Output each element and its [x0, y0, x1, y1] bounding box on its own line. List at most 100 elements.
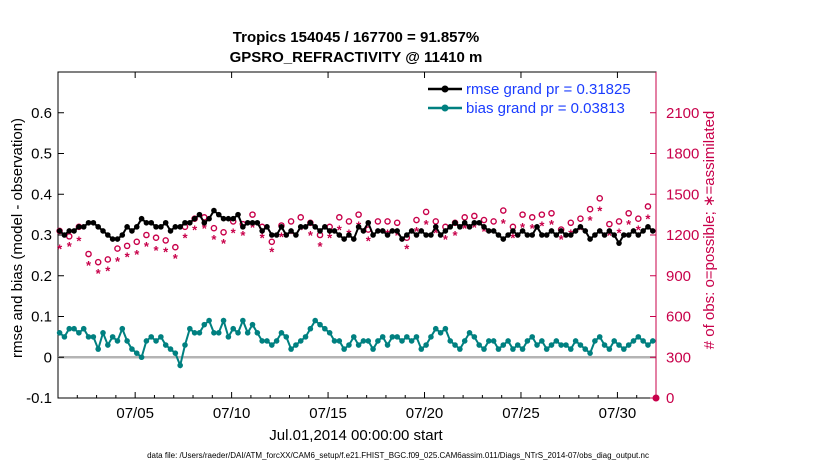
rmse-point [379, 228, 386, 234]
bias-point [158, 334, 164, 340]
x-tick-label: 07/30 [599, 405, 637, 422]
bias-point [215, 330, 222, 336]
rmse-point [539, 232, 545, 238]
bias-point [432, 325, 439, 332]
x-tick-label: 07/15 [309, 405, 347, 422]
y-tick-label: 0 [44, 349, 52, 366]
obs-assimilated-point: * [269, 244, 275, 259]
obs-possible-point [210, 224, 218, 232]
rmse-point [457, 224, 463, 230]
obs-possible-point [471, 212, 478, 220]
bias-point [558, 342, 564, 348]
obs-possible-point [384, 218, 391, 225]
rmse-point [240, 224, 246, 230]
obs-possible-point [432, 218, 440, 225]
rmse-point [220, 215, 227, 222]
rmse-point [365, 219, 372, 226]
rmse-point [572, 228, 579, 234]
obs-possible-point [94, 258, 102, 266]
bias-point [90, 334, 97, 340]
rmse-point [495, 232, 502, 238]
obs-assimilated-point: * [76, 233, 82, 248]
obs-assimilated-point: * [472, 220, 478, 235]
rmse-point [268, 232, 275, 238]
bias-point [394, 334, 400, 340]
rmse-point [278, 224, 285, 230]
obs-assimilated-point: * [144, 239, 150, 254]
bias-point [625, 342, 632, 348]
rmse-point [640, 228, 646, 234]
rmse-point [153, 224, 159, 230]
obs-possible-point [528, 214, 536, 221]
bias-point [153, 338, 159, 344]
obs-possible-point [635, 215, 642, 222]
obs-assimilated-point: * [134, 247, 140, 262]
obs-assimilated-point: * [395, 228, 401, 243]
bias-point [244, 330, 251, 336]
x-tick-label: 07/10 [213, 405, 251, 422]
y-tick-label: 0.5 [31, 146, 52, 163]
bias-point [606, 346, 613, 352]
bias-point [346, 342, 352, 348]
bias-point [341, 346, 347, 352]
rmse-point [187, 219, 193, 226]
rmse-point [71, 228, 77, 234]
bias-point [56, 330, 63, 336]
rmse-point [302, 224, 309, 230]
rmse-point [394, 228, 400, 234]
obs-assimilated-point: * [260, 231, 266, 246]
bias-point [220, 317, 227, 324]
bias-point [379, 334, 386, 340]
bias-point [635, 334, 642, 340]
bias-point [611, 338, 617, 344]
obs-assimilated-point: * [86, 258, 92, 273]
rmse-point [510, 228, 516, 234]
rmse-point [432, 224, 439, 230]
bias-point [201, 321, 208, 328]
bias-point [601, 342, 608, 348]
rmse-point [611, 232, 617, 238]
bias-point [109, 334, 116, 340]
rmse-point [196, 211, 203, 218]
rmse-point [143, 219, 150, 226]
bias-point [649, 338, 656, 344]
rmse-point [645, 224, 651, 230]
rmse-point [592, 232, 598, 238]
bias-point [288, 346, 294, 352]
rmse-point [85, 219, 92, 226]
rmse-point [293, 232, 299, 238]
y-tick-label: 0.2 [31, 268, 52, 285]
rmse-point [172, 224, 179, 230]
bias-point [519, 346, 526, 352]
obs-assimilated-point: * [539, 218, 545, 233]
obs-possible-point [123, 242, 131, 250]
legend-label-rmse: rmse grand pr = 0.31825 [466, 81, 631, 98]
rmse-point [360, 228, 367, 234]
obs-possible-point [355, 211, 362, 218]
y2-tick-label: 1800 [666, 146, 699, 163]
bias-point [447, 338, 454, 344]
bias-point [273, 338, 280, 344]
bias-point [587, 350, 593, 356]
bias-point [206, 317, 212, 324]
obs-assimilated-point: * [530, 221, 536, 236]
rmse-point [109, 236, 116, 242]
rmse-point [577, 224, 584, 230]
obs-possible-point [519, 211, 526, 218]
obs-assimilated-point: * [163, 244, 169, 259]
x-tick-label: 07/05 [116, 405, 154, 422]
rmse-point [312, 224, 318, 230]
obs-assimilated-point: * [443, 232, 449, 247]
obs-possible-point [162, 237, 169, 244]
bias-point [592, 338, 598, 344]
obs-assimilated-point: * [597, 204, 603, 219]
obs-assimilated-point: * [337, 223, 343, 238]
bias-point [264, 338, 270, 344]
rmse-point [408, 228, 415, 234]
bias-point [413, 334, 420, 340]
rmse-point [326, 228, 333, 234]
legend-box [424, 78, 648, 120]
obs-possible-point [490, 218, 497, 225]
bias-point [616, 342, 622, 348]
obs-assimilated-point: * [289, 227, 295, 242]
